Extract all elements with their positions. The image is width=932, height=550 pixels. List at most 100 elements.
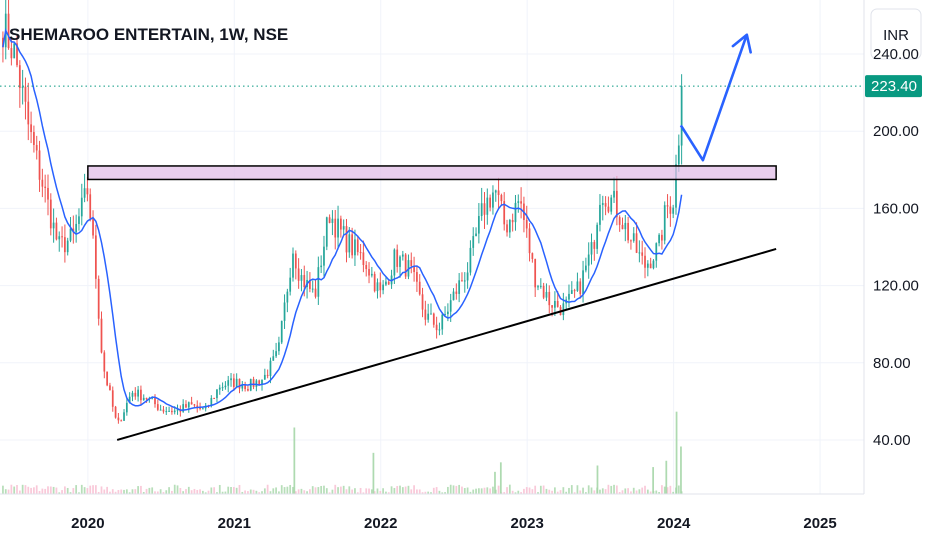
current-price-value: 223.40 <box>871 78 917 95</box>
candle-body <box>658 234 660 244</box>
current-price-label: 223.40 <box>865 75 922 98</box>
volume-bar <box>672 491 675 494</box>
volume-bar <box>576 485 579 494</box>
volume-bar <box>658 492 660 494</box>
volume-bar <box>100 486 103 494</box>
candle-body <box>213 398 216 400</box>
candle-body <box>542 285 545 298</box>
candle-body <box>317 267 320 297</box>
volume-bar <box>348 486 351 494</box>
volume-bar <box>202 490 204 494</box>
candle-body <box>554 300 556 308</box>
candle-body <box>508 220 511 233</box>
volume-bar <box>182 491 185 494</box>
candle-body <box>303 275 306 287</box>
candle-body <box>252 379 255 387</box>
candle-body <box>385 281 387 285</box>
candle-body <box>159 409 162 411</box>
volume-spike <box>372 452 375 494</box>
volume-bar <box>554 487 556 494</box>
volume-bar <box>615 485 618 494</box>
volume-bar <box>148 487 151 494</box>
volume-bar <box>447 486 449 494</box>
candle-body <box>278 342 280 352</box>
volume-bar <box>309 489 311 494</box>
candle-body <box>106 371 108 386</box>
volume-bar <box>18 490 21 494</box>
volume-bar <box>235 487 238 494</box>
volume-bar <box>196 489 199 494</box>
candle-body <box>283 302 286 321</box>
volume-bar <box>27 486 30 494</box>
candle-body <box>100 318 103 353</box>
volume-bar <box>320 485 323 494</box>
volume-bar <box>410 489 413 494</box>
volume-bar <box>424 491 427 494</box>
volume-bar <box>548 489 551 494</box>
volume-bar <box>128 492 131 494</box>
volume-bar <box>339 486 342 494</box>
candle-body <box>632 233 635 241</box>
candle-body <box>7 13 10 49</box>
candle-body <box>585 265 587 271</box>
volume-bar <box>247 491 249 494</box>
volume-bar <box>47 486 49 494</box>
volume-bar <box>483 487 486 494</box>
candle-body <box>638 252 641 254</box>
volume-bar <box>193 488 196 494</box>
candle-body <box>604 203 607 207</box>
volume-bar <box>618 492 621 494</box>
candle-body <box>24 86 27 102</box>
volume-bar <box>69 492 72 494</box>
candle-body <box>232 378 235 387</box>
volume-bar <box>328 492 331 494</box>
volume-bar <box>140 485 142 494</box>
candle-body <box>142 397 145 401</box>
currency-label: INR <box>883 27 909 44</box>
candle-body <box>669 206 672 214</box>
volume-bar <box>666 487 669 494</box>
candle-body <box>576 281 579 291</box>
candle-body <box>145 397 148 400</box>
volume-bar <box>210 487 213 494</box>
volume-bar <box>539 485 542 494</box>
candle-body <box>131 392 134 397</box>
candle-body <box>354 239 356 256</box>
candle-body <box>562 303 565 316</box>
x-tick-label: 2021 <box>218 515 251 532</box>
candle-body <box>128 396 131 403</box>
candle-body <box>672 207 675 214</box>
currency-selector[interactable]: INR <box>870 8 922 60</box>
candle-body <box>483 203 486 215</box>
current-price-box <box>865 75 922 98</box>
volume-bar <box>677 485 680 494</box>
price-axis[interactable]: 240.00 200.00 160.00 120.00 80.00 40.00 <box>873 46 919 449</box>
volume-bar <box>297 489 300 494</box>
volume-bar <box>497 485 500 494</box>
volume-bar <box>190 490 193 494</box>
volume-bar <box>300 488 303 494</box>
volume-bar <box>342 485 345 494</box>
time-axis[interactable]: 2020 2021 2022 2023 2024 2025 <box>71 515 837 532</box>
volume-bar <box>568 487 570 494</box>
candle-body <box>635 233 638 253</box>
volume-bar <box>179 487 182 494</box>
volume-bar <box>314 487 317 494</box>
volume-bar <box>525 487 528 494</box>
candle-body <box>89 194 92 219</box>
volume-bar <box>458 484 461 494</box>
volume-bar <box>213 487 216 494</box>
volume-bar <box>199 489 201 494</box>
candle-body <box>16 43 18 66</box>
candle-body <box>356 239 359 253</box>
candle-body <box>55 222 58 240</box>
volume-bar <box>165 490 168 494</box>
candle-body <box>441 314 444 330</box>
volume-bar <box>418 489 421 494</box>
y-tick-label: 160.00 <box>873 200 919 217</box>
candle-body <box>401 254 404 257</box>
volume-bar <box>663 486 666 494</box>
candle-body <box>64 237 66 253</box>
candle-body <box>238 378 241 389</box>
